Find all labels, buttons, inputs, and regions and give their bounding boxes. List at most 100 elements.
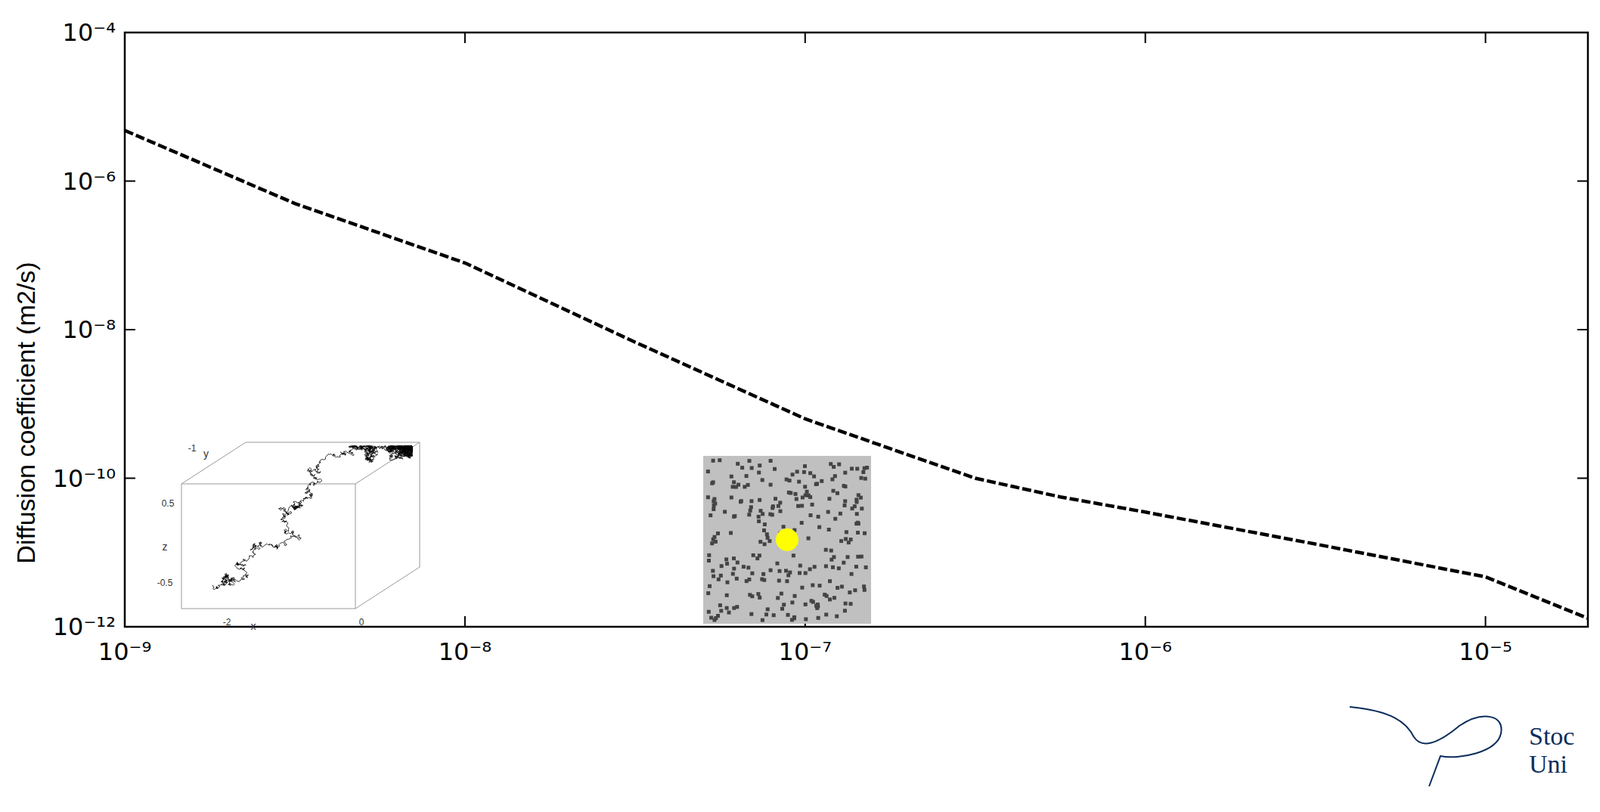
obstacle — [748, 508, 753, 513]
obstacle — [781, 602, 786, 607]
obstacle — [805, 489, 810, 494]
y-tick-right — [1577, 328, 1588, 331]
obstacle — [803, 484, 807, 489]
obstacle — [768, 512, 773, 517]
obstacle — [706, 558, 711, 563]
obstacle — [829, 548, 834, 553]
obstacle — [744, 474, 749, 478]
obstacle — [792, 615, 797, 620]
obstacle — [757, 595, 762, 600]
y-tick-right — [1577, 477, 1588, 480]
obstacle — [854, 564, 859, 569]
y-tick-label: 10⁻¹² — [52, 612, 116, 642]
obstacle — [827, 527, 832, 532]
obstacle — [706, 610, 711, 614]
obstacle — [827, 579, 832, 583]
obstacle — [772, 613, 776, 618]
obstacle — [834, 614, 839, 619]
annotation: 0.5 — [161, 498, 175, 509]
x-tick-top — [1485, 32, 1487, 44]
obstacle — [768, 483, 773, 487]
obstacle — [706, 469, 711, 474]
y-tick-label: 10⁻¹⁰ — [52, 464, 116, 494]
obstacle — [855, 511, 859, 516]
obstacle — [740, 465, 745, 470]
obstacle — [810, 583, 815, 588]
plot-frame — [124, 32, 1588, 627]
y-axis-title: Diffusion coefficient (m2/s) — [11, 261, 41, 564]
obstacle — [841, 561, 846, 565]
obstacle — [806, 536, 811, 541]
obstacle — [859, 555, 864, 559]
y-tick — [124, 31, 136, 34]
obstacle — [716, 531, 720, 536]
obstacle — [731, 556, 736, 561]
obstacle — [830, 477, 835, 482]
logo-text: Uni — [1528, 750, 1568, 779]
obstacle — [765, 536, 770, 540]
inset-box-edge — [245, 442, 420, 444]
obstacle — [761, 572, 766, 577]
annotation: y — [203, 447, 209, 460]
obstacle — [710, 541, 714, 546]
obstacle — [843, 499, 847, 503]
obstacle — [855, 530, 860, 535]
obstacle — [824, 612, 828, 617]
obstacle — [833, 517, 838, 521]
obstacle — [751, 553, 756, 558]
x-tick-top — [804, 32, 807, 44]
logo — [1349, 706, 1502, 787]
obstacle — [773, 496, 778, 501]
obstacle — [812, 564, 817, 569]
obstacle — [784, 568, 788, 573]
obstacle — [793, 492, 798, 497]
inset-background — [703, 455, 872, 624]
obstacle — [862, 584, 866, 589]
obstacle — [795, 469, 800, 474]
obstacle — [711, 458, 716, 463]
obstacle — [731, 484, 735, 489]
y-tick-label: 10⁻⁸ — [62, 315, 116, 345]
obstacle — [809, 513, 813, 518]
obstacle — [718, 603, 723, 608]
inset-box-edge — [181, 483, 356, 485]
obstacle — [794, 497, 799, 502]
obstacle — [863, 477, 868, 481]
obstacle — [833, 474, 838, 478]
particle-inset — [703, 455, 872, 624]
obstacle — [731, 480, 736, 484]
obstacle — [760, 511, 765, 516]
obstacle — [839, 539, 844, 543]
obstacle — [739, 499, 744, 503]
obstacle — [811, 600, 816, 605]
x-tick-label: 10⁻⁷ — [778, 637, 832, 667]
obstacle — [828, 462, 833, 466]
annotation: x — [251, 620, 257, 633]
obstacle — [747, 458, 752, 463]
obstacle — [735, 462, 740, 466]
annotation: -1 — [188, 443, 197, 454]
obstacle — [862, 588, 867, 593]
obstacle — [781, 524, 786, 529]
obstacle — [844, 530, 849, 534]
obstacle — [808, 495, 813, 500]
obstacle — [756, 514, 761, 519]
obstacle — [734, 604, 739, 609]
obstacle — [711, 507, 716, 512]
obstacle — [808, 567, 813, 571]
obstacle — [843, 484, 848, 489]
obstacle — [742, 484, 747, 489]
inset-box-edge — [355, 483, 357, 609]
obstacle — [768, 568, 773, 573]
obstacle — [793, 594, 797, 599]
annotation: -2 — [223, 617, 232, 628]
obstacle — [826, 510, 831, 515]
obstacle — [827, 597, 832, 602]
y-tick-right — [1577, 626, 1588, 628]
obstacle — [831, 489, 836, 494]
obstacle — [706, 553, 711, 558]
obstacle — [757, 498, 762, 503]
obstacle — [768, 458, 773, 463]
obstacle — [815, 481, 819, 486]
obstacle — [849, 572, 854, 577]
